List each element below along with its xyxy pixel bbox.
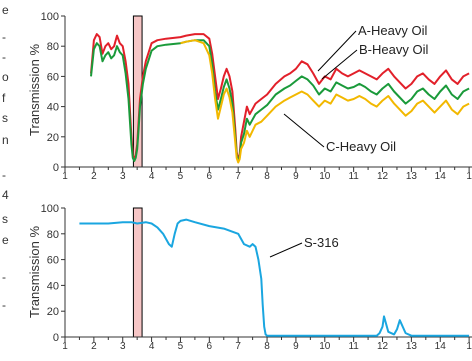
margin-text-fragment: - (2, 270, 6, 284)
x-tick-label: 7 (235, 341, 241, 352)
y-tick-label: 20 (47, 306, 59, 318)
y-tick-label: 0 (53, 162, 59, 174)
annotation-leader (321, 49, 358, 80)
series-line-s-316 (79, 218, 470, 337)
margin-text-fragment: - (2, 298, 6, 312)
annotation-label: S-316 (304, 235, 339, 250)
x-tick-label: 6 (207, 171, 213, 182)
x-tick-label: 4 (149, 171, 155, 182)
x-tick-label: 14 (435, 171, 447, 182)
margin-text-fragment: n (2, 133, 9, 147)
y-tick-label: 40 (47, 102, 59, 114)
x-tick-label: 11 (348, 171, 359, 182)
x-tick-label: 8 (264, 341, 270, 352)
margin-text-fragment: 4 (2, 188, 9, 202)
annotation-leader (283, 113, 325, 148)
margin-text-fragment: e (2, 3, 9, 17)
x-tick-label: 13 (406, 341, 418, 352)
x-tick-label: 2 (91, 171, 97, 182)
x-tick-label: 7 (235, 171, 241, 182)
x-tick-label: 1 (62, 171, 68, 182)
margin-text-fragment: s (2, 111, 8, 125)
annotation-leader (269, 242, 303, 258)
margin-text-fragment: f (2, 91, 6, 105)
x-tick-label: 13 (406, 171, 418, 182)
margin-text-fragment: e (2, 233, 9, 247)
x-tick-label: 1 (466, 341, 472, 352)
x-tick-label: 3 (120, 341, 126, 352)
x-tick-label: 4 (149, 341, 155, 352)
annotation-label: A-Heavy Oil (358, 23, 427, 38)
margin-text-fragment: - (2, 30, 6, 44)
y-tick-label: 100 (41, 11, 59, 23)
y-tick-label: 80 (47, 41, 59, 53)
annotation-label: C-Heavy Oil (326, 139, 396, 154)
series-line-c-heavy-oil (180, 39, 470, 164)
y-tick-label: 100 (41, 203, 59, 215)
x-tick-label: 6 (207, 341, 213, 352)
x-tick-label: 8 (264, 171, 270, 182)
x-tick-label: 1 (62, 341, 68, 352)
margin-text-fragment: s (2, 212, 8, 226)
margin-text-fragment: o (2, 70, 9, 84)
x-tick-label: 11 (348, 341, 359, 352)
annotation-leader (317, 30, 357, 72)
x-tick-label: 2 (91, 341, 97, 352)
x-tick-label: 9 (293, 341, 299, 352)
y-tick-label: 60 (47, 255, 59, 267)
y-tick-label: 0 (53, 332, 59, 344)
y-tick-label: 80 (47, 229, 59, 241)
highlight-band (132, 207, 143, 338)
y-axis-title: Transmission % (27, 226, 42, 318)
margin-text-fragment: - (2, 50, 6, 64)
y-tick-label: 40 (47, 280, 59, 292)
x-tick-label: 12 (377, 171, 389, 182)
x-tick-label: 3 (120, 171, 126, 182)
x-tick-label: 12 (377, 341, 389, 352)
x-tick-label: 10 (319, 341, 331, 352)
annotation-label: B-Heavy Oil (359, 42, 428, 57)
x-tick-label: 5 (178, 341, 184, 352)
x-tick-label: 10 (319, 171, 331, 182)
y-axis-title: Transmission % (27, 44, 42, 136)
x-tick-label: 14 (435, 341, 447, 352)
x-tick-label: 5 (178, 171, 184, 182)
margin-text-fragment: - (2, 168, 6, 182)
y-tick-label: 60 (47, 71, 59, 83)
x-tick-label: 9 (293, 171, 299, 182)
x-tick-label: 1 (466, 171, 472, 182)
y-tick-label: 20 (47, 132, 59, 144)
